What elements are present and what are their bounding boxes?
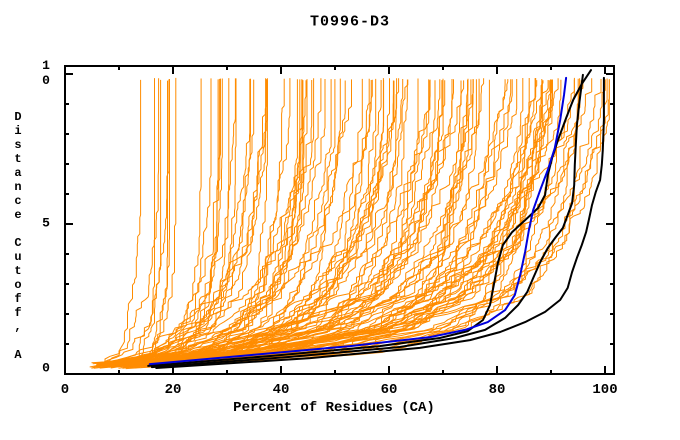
server-model-curve [108,78,223,368]
server-model-curve [146,78,268,365]
server-model-curve [105,78,363,366]
server-model-curve [153,79,373,367]
server-model-curve [95,79,170,367]
server-model-curve [108,80,443,367]
server-model-curve [107,79,255,366]
server-model-curve [129,79,162,367]
highlighted-black-1-curve [147,69,592,367]
server-model-curve [141,79,409,367]
server-model-curve [99,79,454,366]
server-model-curve [106,79,490,364]
x-tick-label: 40 [273,382,290,398]
x-axis-label: Percent of Residues (CA) [233,400,435,416]
server-model-curve [96,78,160,365]
highlighted-blue-curve [148,76,568,366]
x-tick-label: 100 [592,382,617,398]
server-model-curve [125,80,395,368]
server-model-curve [89,78,291,368]
server-model-curve [100,77,575,365]
x-tick-label: 60 [381,382,398,398]
server-model-curve [111,79,303,364]
server-model-curve [128,80,168,365]
server-model-curve [134,79,602,366]
server-model-curve [111,79,562,367]
server-model-curve [108,79,474,366]
server-model-curve [140,78,469,369]
server-model-curve [132,79,552,366]
server-model-curve [112,78,419,366]
highlighted-black-2-curve [150,73,584,369]
server-model-curve [103,79,336,364]
plot-title: T0996-D3 [309,13,391,31]
highlighted-black-3-curve [155,76,605,369]
server-model-curve [99,79,477,369]
server-model-curve [118,80,313,364]
server-model-curve [131,79,553,364]
server-model-curve [123,78,536,368]
server-model-curve [120,78,236,368]
server-model-curve [114,78,251,366]
y-tick-label: 0 [38,360,54,376]
server-model-curve [97,80,436,367]
server-model-curve [129,79,332,366]
server-model-curve [91,79,513,364]
x-tick-label: 80 [489,382,506,398]
server-model-curve [114,80,544,365]
server-model-curve [96,78,524,368]
server-model-curve [97,78,315,365]
server-model-curve [97,79,142,367]
server-model-curve [133,79,518,366]
server-model-curve [93,79,352,369]
server-model-curve [100,79,453,366]
plot-border [64,65,615,375]
x-tick-label: 20 [165,382,182,398]
server-model-curve [123,80,538,367]
server-model-curve [135,79,441,369]
server-model-curve [133,79,408,364]
y-axis-label: Distance Cutoff, A [11,110,25,362]
x-tick-label: 0 [61,382,69,398]
server-model-curve [121,78,251,366]
server-model-curve [130,79,326,366]
server-model-curve [134,77,177,365]
server-model-curve [118,79,472,369]
server-model-curve [95,80,268,367]
server-model-curve [138,78,221,368]
server-model-curve [132,80,465,365]
server-model-curve [104,78,485,368]
server-model-curve [129,79,543,369]
server-model-curve [135,78,202,368]
server-model-curve [131,79,170,368]
y-tick-label: 5 [38,215,54,231]
server-model-curve [151,78,220,366]
server-model-curve [99,80,307,367]
server-model-curve [126,80,543,365]
server-model-curve [121,78,212,366]
y-tick-label: 10 [38,58,54,88]
server-model-curve [143,80,430,367]
server-model-curve [93,80,394,368]
server-model-curve [123,79,267,369]
server-model-curve [100,78,322,365]
server-model-curve [91,79,610,369]
server-model-curve [130,78,230,368]
server-model-curve [92,80,582,365]
server-model-curve [101,78,390,365]
server-model-curve [141,78,480,366]
server-model-curve [115,80,549,367]
